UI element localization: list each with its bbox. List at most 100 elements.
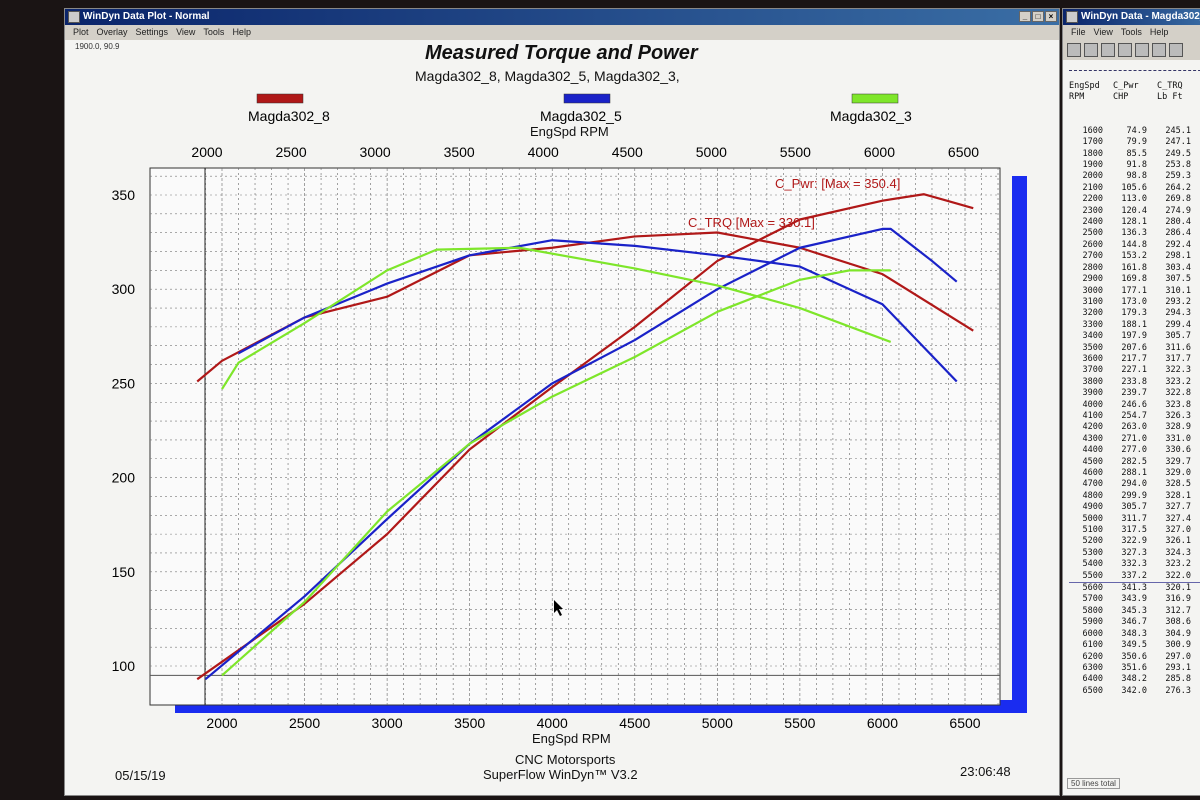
table-row: 1800 85.5 249.5 (1069, 149, 1200, 160)
minimize-button[interactable]: _ (1019, 11, 1031, 22)
table-cell: 2600 (1082, 239, 1103, 250)
print-icon[interactable] (1135, 43, 1149, 57)
table-cell: 326.1 (1165, 536, 1191, 547)
table-cell: 4500 (1082, 456, 1103, 467)
save-icon[interactable] (1101, 43, 1115, 57)
column-header: C_TRQ (1157, 81, 1183, 91)
table-cell: 324.3 (1165, 547, 1191, 558)
table-cell: 2800 (1082, 262, 1103, 273)
frame-shadow-right (1012, 176, 1027, 713)
menu-plot[interactable]: Plot (73, 27, 89, 37)
menu-view[interactable]: View (1093, 27, 1113, 37)
time-stamp: 23:06:48 (960, 764, 1011, 779)
power-max-annotation: C_Pwr: [Max = 350.4] (775, 176, 901, 191)
plot-window-titlebar[interactable]: WinDyn Data Plot - Normal _ □ × (65, 9, 1059, 25)
top-x-tick-label: 4000 (528, 144, 559, 160)
table-cell: 3200 (1082, 308, 1103, 319)
top-x-tick-label: 2500 (275, 144, 306, 160)
table-row: 4600 288.1 329.0 (1069, 468, 1200, 479)
table-row: 4900 305.7 327.7 (1069, 502, 1200, 513)
table-cell: 6200 (1082, 651, 1103, 662)
table-cell: 136.3 (1121, 228, 1147, 239)
series-magda302_5-c-pwr (204, 227, 958, 681)
table-cell: 264.2 (1165, 182, 1191, 193)
x-tick-label: 6500 (949, 715, 980, 731)
table-row: 2900 169.8 307.5 (1069, 274, 1200, 285)
table-row: 2100 105.6 264.2 (1069, 183, 1200, 194)
edit-graph-icon[interactable] (1169, 43, 1183, 57)
table-cell: 285.8 (1165, 674, 1191, 685)
table-cell: 305.7 (1121, 502, 1147, 513)
table-cell: 128.1 (1121, 217, 1147, 228)
table-cell: 305.7 (1165, 331, 1191, 342)
close-button[interactable]: × (1045, 11, 1057, 22)
table-row: 5000 311.7 327.4 (1069, 514, 1200, 525)
table-cell: 5600 (1082, 583, 1103, 594)
app-icon (1066, 11, 1078, 23)
table-cell: 2200 (1082, 194, 1103, 205)
table-cell: 1700 (1082, 137, 1103, 148)
table-cell: 350.6 (1121, 651, 1147, 662)
menu-tools[interactable]: Tools (1120, 27, 1142, 37)
menu-settings[interactable]: Settings (135, 27, 169, 37)
y-tick-label: 350 (112, 187, 136, 203)
table-cell: 341.3 (1121, 583, 1147, 594)
table-cell: 3700 (1082, 365, 1103, 376)
table-cell: 2300 (1082, 205, 1103, 216)
menu-view[interactable]: View (176, 27, 196, 37)
table-cell: 2700 (1082, 251, 1103, 262)
table-row: 6100 349.5 300.9 (1069, 640, 1200, 651)
table-row: 4400 277.0 330.6 (1069, 445, 1200, 456)
table-cell: 169.8 (1121, 274, 1147, 285)
table-cell: 317.7 (1165, 353, 1191, 364)
data-window-titlebar[interactable]: WinDyn Data - Magda302_9 (1063, 9, 1200, 25)
table-cell: 327.3 (1121, 547, 1147, 558)
graph-icon[interactable] (1152, 43, 1166, 57)
play-icon[interactable] (1118, 43, 1132, 57)
menu-file[interactable]: File (1071, 27, 1086, 37)
x-tick-label: 3500 (454, 715, 485, 731)
table-cell: 2500 (1082, 228, 1103, 239)
table-cell: 113.0 (1121, 194, 1147, 205)
open-icon[interactable] (1084, 43, 1098, 57)
menu-tools[interactable]: Tools (203, 27, 225, 37)
top-x-tick-label: 3000 (360, 144, 391, 160)
table-row: 3200 179.3 294.3 (1069, 308, 1200, 319)
table-row: 2200 113.0 269.8 (1069, 194, 1200, 205)
x-tick-label: 2500 (289, 715, 320, 731)
table-row: 4700 294.0 328.5 (1069, 479, 1200, 490)
table-cell: 4300 (1082, 433, 1103, 444)
table-cell: 217.7 (1121, 353, 1147, 364)
menu-help[interactable]: Help (1149, 27, 1169, 37)
top-x-tick-label: 5500 (780, 144, 811, 160)
table-cell: 179.3 (1121, 308, 1147, 319)
table-row: 6300 351.6 293.1 (1069, 663, 1200, 674)
table-cell: 85.5 (1126, 148, 1147, 159)
table-cell: 4200 (1082, 422, 1103, 433)
x-tick-label: 4000 (537, 715, 568, 731)
table-row: 5300 327.3 324.3 (1069, 548, 1200, 559)
table-cell: 348.2 (1121, 674, 1147, 685)
table-cell: 303.4 (1165, 262, 1191, 273)
table-row: 5400 332.3 323.2 (1069, 559, 1200, 570)
legend-label: Magda302_8 (248, 108, 330, 124)
table-cell: 299.9 (1121, 490, 1147, 501)
table-cell: 316.9 (1165, 594, 1191, 605)
maximize-button[interactable]: □ (1032, 11, 1044, 22)
table-cell: 326.3 (1165, 410, 1191, 421)
table-cell: 3100 (1082, 296, 1103, 307)
column-header: RPM (1069, 92, 1085, 103)
table-cell: 327.7 (1165, 502, 1191, 513)
menu-help[interactable]: Help (232, 27, 251, 37)
table-cell: 153.2 (1121, 251, 1147, 262)
table-cell: 297.0 (1165, 651, 1191, 662)
table-row: 1700 79.9 247.1 (1069, 137, 1200, 148)
menu-overlay[interactable]: Overlay (96, 27, 128, 37)
table-cell: 6300 (1082, 662, 1103, 673)
footer-company: CNC Motorsports (515, 752, 616, 767)
table-cell: 4100 (1082, 410, 1103, 421)
table-row: 4100 254.7 326.3 (1069, 411, 1200, 422)
toolbar-button-icon[interactable] (1067, 43, 1081, 57)
table-cell: 254.7 (1121, 410, 1147, 421)
